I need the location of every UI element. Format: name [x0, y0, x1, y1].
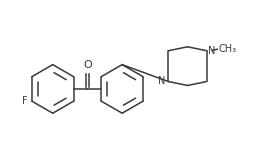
- Text: O: O: [83, 60, 92, 70]
- Text: N: N: [208, 46, 215, 56]
- Text: N: N: [158, 76, 166, 86]
- Text: F: F: [22, 96, 28, 106]
- Text: CH₃: CH₃: [219, 44, 237, 54]
